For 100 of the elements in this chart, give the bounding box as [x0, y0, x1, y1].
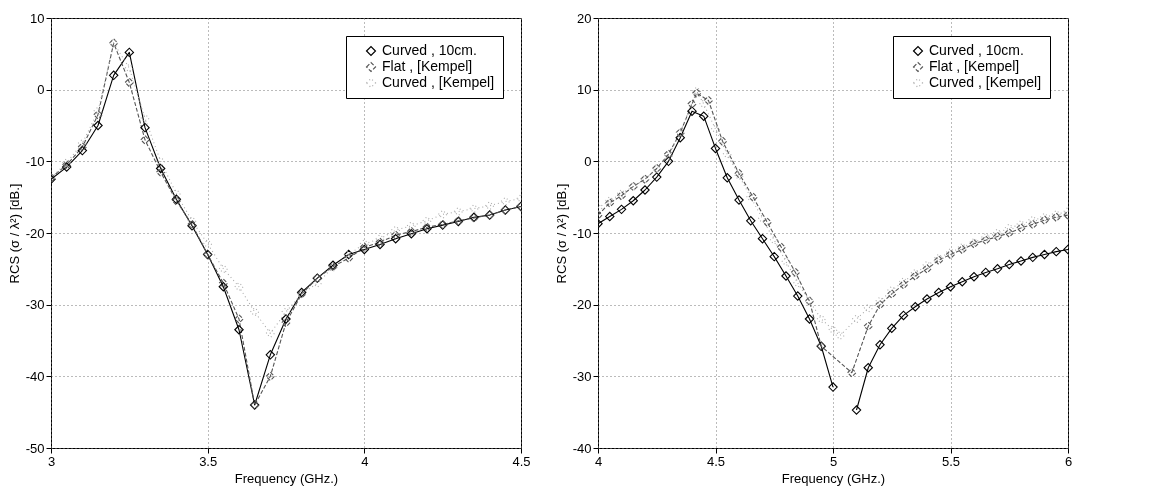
- point: [957, 277, 967, 287]
- point: [108, 70, 119, 81]
- point: [875, 296, 885, 306]
- point: [249, 307, 260, 317]
- y-tick-label: -40: [572, 440, 592, 456]
- y-tick-label: -20: [25, 225, 45, 241]
- point: [847, 368, 857, 378]
- point: [140, 135, 150, 145]
- point: [616, 204, 627, 215]
- point: [155, 163, 166, 174]
- point: [835, 330, 845, 341]
- point: [699, 111, 709, 121]
- point: [93, 120, 103, 131]
- point: [1004, 228, 1014, 238]
- point: [202, 239, 213, 249]
- point: [484, 201, 495, 211]
- point: [140, 122, 150, 133]
- point: [406, 221, 417, 231]
- point: [93, 106, 103, 116]
- point: [887, 289, 897, 299]
- point: [453, 206, 464, 217]
- point: [343, 253, 354, 263]
- point: [746, 216, 756, 226]
- point: [390, 225, 401, 235]
- point: [171, 188, 182, 199]
- point: [265, 371, 276, 382]
- point: [863, 303, 873, 313]
- point: [887, 323, 897, 334]
- point: [1051, 246, 1061, 257]
- point: [1028, 252, 1038, 263]
- point: [312, 278, 323, 288]
- point: [124, 77, 135, 88]
- point: [703, 95, 714, 106]
- point: [265, 328, 276, 339]
- point: [234, 325, 244, 335]
- legend-label: Curved , [Kempel]: [382, 74, 495, 90]
- point: [981, 267, 991, 278]
- point: [769, 251, 779, 262]
- point: [437, 209, 448, 220]
- point: [687, 99, 697, 109]
- point: [1016, 256, 1026, 266]
- point: [663, 156, 674, 167]
- y-tick-label: -40: [25, 368, 45, 384]
- point: [687, 106, 697, 116]
- y-tick-label: -10: [25, 153, 45, 169]
- point: [234, 314, 244, 324]
- y-tick-label: 0: [37, 82, 45, 98]
- point: [699, 99, 709, 109]
- point: [1004, 223, 1014, 233]
- point: [992, 231, 1003, 242]
- point: [77, 142, 88, 152]
- y-tick-label: -30: [25, 297, 45, 313]
- point: [77, 138, 88, 149]
- point: [218, 264, 229, 274]
- point: [793, 291, 803, 301]
- point: [605, 211, 615, 222]
- point: [992, 264, 1003, 274]
- y-tick-label: 20: [577, 10, 592, 26]
- point: [675, 132, 685, 143]
- point: [710, 124, 721, 134]
- point: [851, 314, 862, 324]
- point: [93, 110, 103, 120]
- x-tick-label: 4.5: [706, 453, 726, 469]
- point: [375, 234, 385, 244]
- point: [863, 363, 873, 373]
- point: [77, 145, 88, 156]
- legend-label: Curved , 10cm.: [382, 42, 477, 58]
- point: [218, 278, 229, 288]
- point: [762, 217, 772, 227]
- x-tick-label: 6: [1064, 453, 1073, 469]
- point: [281, 314, 291, 324]
- point: [945, 282, 956, 292]
- point: [155, 156, 166, 167]
- point: [734, 195, 744, 205]
- x-tick-label: 4: [361, 453, 369, 469]
- x-tick-label: 3.5: [199, 453, 218, 469]
- y-tick-label: -30: [572, 368, 592, 384]
- point: [992, 228, 1003, 238]
- legend-label: Flat , [Kempel]: [929, 58, 1020, 74]
- point: [898, 310, 909, 321]
- legend-label: Curved , 10cm.: [929, 42, 1024, 58]
- point: [769, 235, 779, 245]
- point: [390, 234, 401, 244]
- point: [628, 196, 638, 206]
- x-tick-label: 3: [47, 453, 56, 469]
- y-tick-label: -20: [572, 297, 592, 313]
- legend-label: Curved , [Kempel]: [929, 74, 1042, 90]
- point: [910, 302, 920, 312]
- legend-label: Flat , [Kempel]: [382, 58, 473, 74]
- point: [781, 271, 791, 281]
- point: [124, 63, 135, 73]
- point: [265, 350, 276, 360]
- y-tick-label: 10: [30, 10, 45, 26]
- point: [863, 321, 873, 331]
- point: [922, 264, 932, 274]
- point: [390, 230, 401, 240]
- point: [934, 287, 944, 298]
- point: [1028, 215, 1038, 225]
- y-axis-title: RCS (σ / λ²) [dB.]: [6, 183, 22, 284]
- point: [710, 143, 721, 154]
